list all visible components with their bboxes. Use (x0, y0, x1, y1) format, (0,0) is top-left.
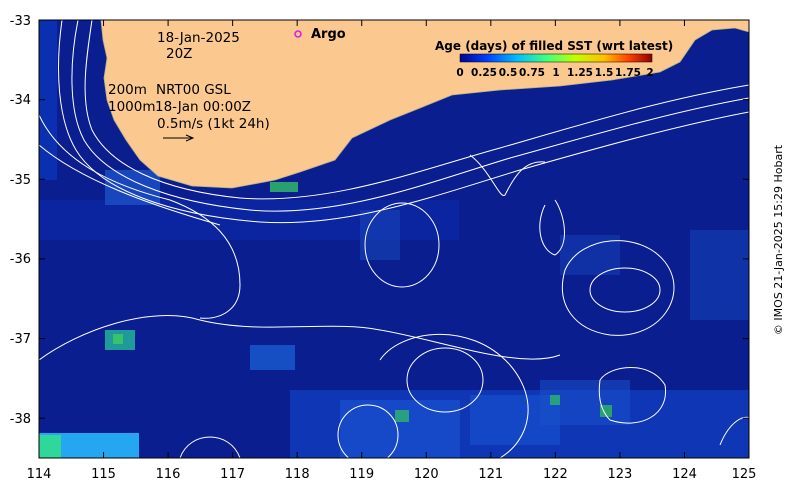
colorbar-tick-labels: 0 0.25 0.5 0.75 1 1.25 1.5 1.75 2 (456, 67, 653, 79)
y-tick-label: -36 (10, 252, 31, 267)
argo-legend-label: Argo (311, 27, 346, 42)
y-tick-label: -34 (10, 93, 31, 108)
nrt-time-label: 18-Jan 00:00Z (155, 99, 251, 115)
contour-200m-label: 200m (108, 82, 147, 98)
colorbar-tick: 0.5 (499, 67, 518, 79)
colorbar-tick: 0.75 (519, 67, 545, 79)
x-axis-tick-labels: 114 115 116 117 118 119 120 121 122 123 … (27, 467, 757, 482)
bathymetry-contours (39, 20, 749, 458)
y-tick-label: -33 (10, 14, 31, 29)
y-tick-label: -37 (10, 332, 31, 347)
y-axis-tick-labels: -33 -34 -35 -36 -37 -38 (10, 14, 31, 427)
colorbar-tick: 2 (646, 67, 653, 79)
x-tick-label: 118 (285, 467, 310, 482)
date-label: 18-Jan-2025 (157, 30, 240, 46)
x-tick-label: 122 (543, 467, 568, 482)
x-tick-label: 115 (91, 467, 116, 482)
y-tick-label: -38 (10, 412, 31, 427)
plot-frame (38, 19, 750, 459)
colorbar-tick: 1.75 (615, 67, 641, 79)
colorbar-title: Age (days) of filled SST (wrt latest) (435, 39, 673, 53)
colorbar-tick: 1.25 (567, 67, 593, 79)
time-label: 20Z (166, 46, 192, 62)
x-tick-label: 121 (478, 467, 503, 482)
x-tick-label: 125 (732, 467, 757, 482)
credit-label: © IMOS 21-Jan-2025 15:29 Hobart (772, 144, 785, 335)
x-tick-label: 124 (672, 467, 697, 482)
scale-label: 0.5m/s (1kt 24h) (157, 116, 270, 132)
x-tick-label: 120 (414, 467, 439, 482)
x-tick-label: 116 (156, 467, 181, 482)
colorbar-tick: 0.25 (471, 67, 497, 79)
colorbar (459, 53, 653, 63)
x-tick-label: 114 (27, 467, 52, 482)
argo-marker (294, 30, 302, 38)
colorbar-tick: 1 (552, 67, 559, 79)
colorbar-tick: 1.5 (595, 67, 614, 79)
y-tick-label: -35 (10, 173, 31, 188)
x-tick-label: 123 (607, 467, 632, 482)
nrt-label: NRT00 GSL (156, 82, 231, 98)
x-tick-label: 119 (349, 467, 374, 482)
scale-arrow-icon (185, 134, 195, 142)
contour-1000m-label: 1000m (108, 99, 156, 115)
axis-ticks (38, 19, 750, 458)
colorbar-tick: 0 (456, 67, 463, 79)
x-tick-label: 117 (220, 467, 245, 482)
sst-age-patches (39, 20, 749, 458)
